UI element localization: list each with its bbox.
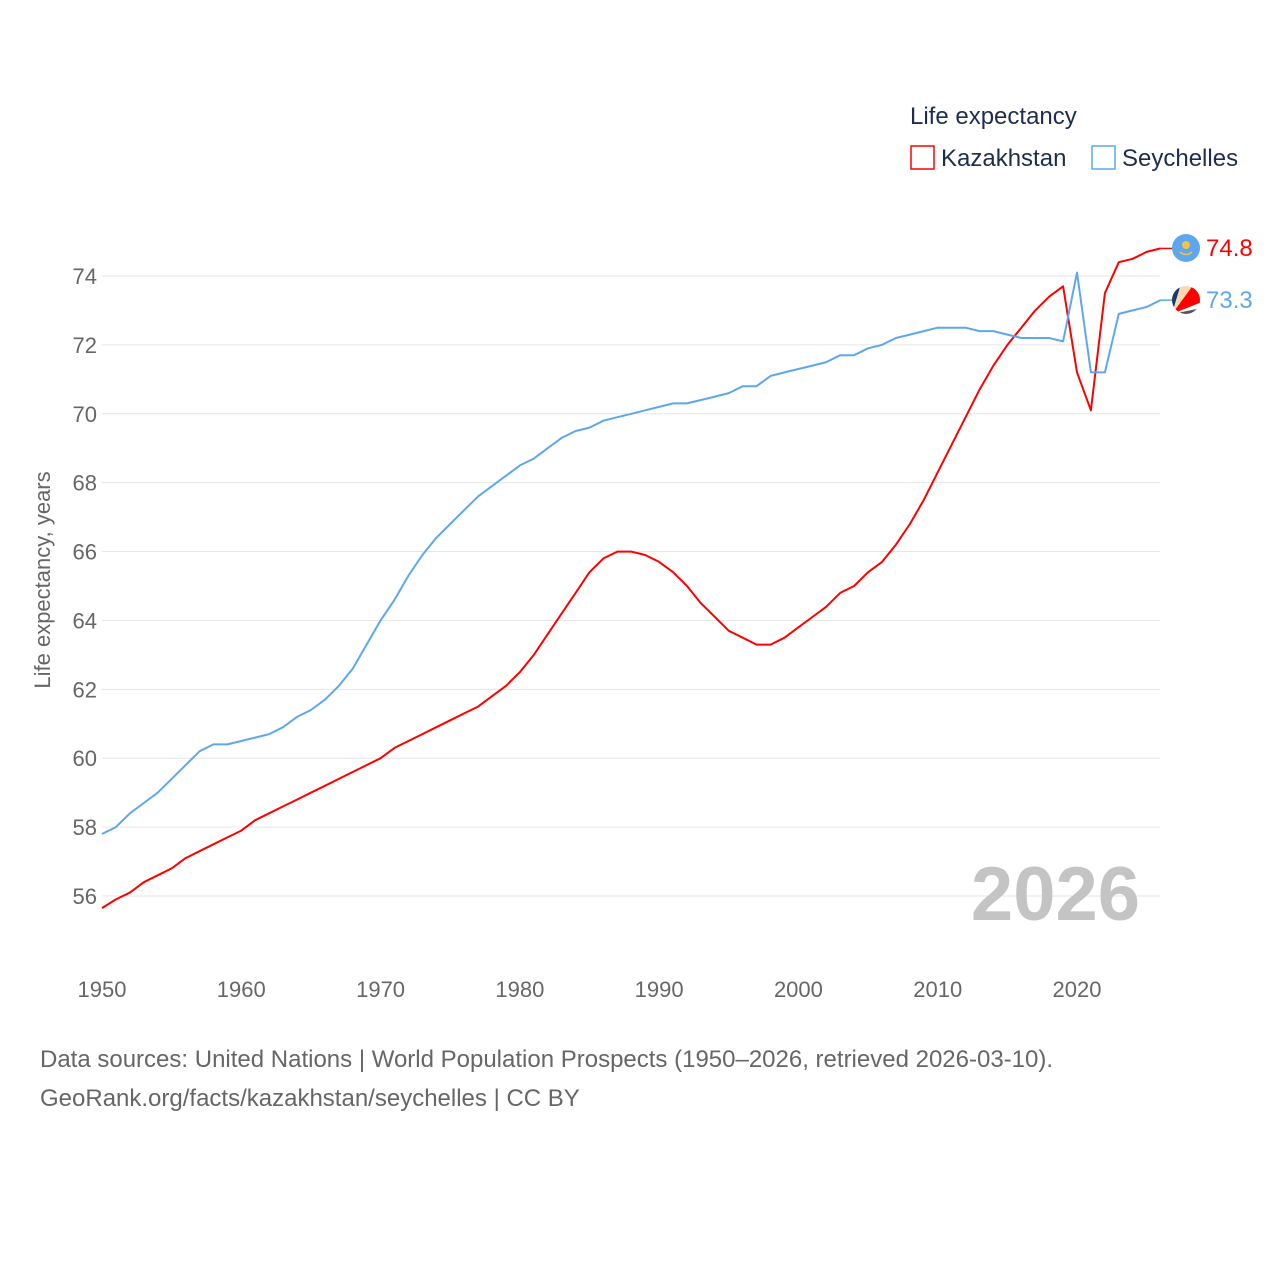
legend-swatch-kazakhstan — [910, 145, 935, 170]
x-tick-label: 1980 — [495, 977, 544, 1002]
y-tick-label: 66 — [73, 540, 97, 565]
footer-link[interactable]: GeoRank.org/facts/kazakhstan/seychelles … — [40, 1085, 580, 1112]
y-tick-label: 60 — [73, 746, 97, 771]
y-axis-label: Life expectancy, years — [30, 471, 55, 688]
x-tick-label: 2010 — [913, 977, 962, 1002]
y-tick-label: 62 — [73, 677, 97, 702]
y-tick-label: 64 — [73, 608, 97, 633]
end-label-seychelles: 73.3 — [1206, 287, 1253, 314]
legend-swatch-seychelles — [1091, 145, 1116, 170]
footer-sources: Data sources: United Nations | World Pop… — [40, 1046, 1054, 1073]
line-chart: 56 58 60 62 64 66 68 70 72 74 1950 1960 1970 1980 199… — [30, 103, 1253, 1002]
x-tick-label: 1970 — [356, 977, 405, 1002]
legend-item-seychelles[interactable]: Seychelles — [1091, 145, 1238, 172]
x-tick-label: 2000 — [774, 977, 823, 1002]
y-tick-label: 56 — [73, 884, 97, 909]
year-watermark: 2026 — [971, 852, 1140, 937]
series-line-seychelles — [101, 271, 1162, 835]
legend-item-kazakhstan[interactable]: Kazakhstan — [910, 145, 1066, 172]
y-tick-label: 72 — [73, 333, 97, 358]
legend-label-seychelles: Seychelles — [1122, 145, 1238, 172]
x-tick-label: 2020 — [1053, 977, 1102, 1002]
x-tick-label: 1950 — [78, 977, 127, 1002]
x-tick-label: 1960 — [217, 977, 266, 1002]
y-tick-label: 70 — [73, 402, 97, 427]
legend-label-kazakhstan: Kazakhstan — [941, 145, 1066, 172]
y-tick-label: 58 — [73, 815, 97, 840]
legend-title: Life expectancy — [910, 103, 1077, 130]
y-tick-label: 74 — [73, 264, 97, 289]
series-line-kazakhstan — [101, 247, 1161, 909]
end-label-kazakhstan: 74.8 — [1206, 235, 1253, 262]
x-tick-label: 1990 — [635, 977, 684, 1002]
seychelles-flag-icon — [1172, 286, 1200, 314]
y-tick-label: 68 — [73, 471, 97, 496]
kazakhstan-flag-icon — [1172, 234, 1200, 262]
